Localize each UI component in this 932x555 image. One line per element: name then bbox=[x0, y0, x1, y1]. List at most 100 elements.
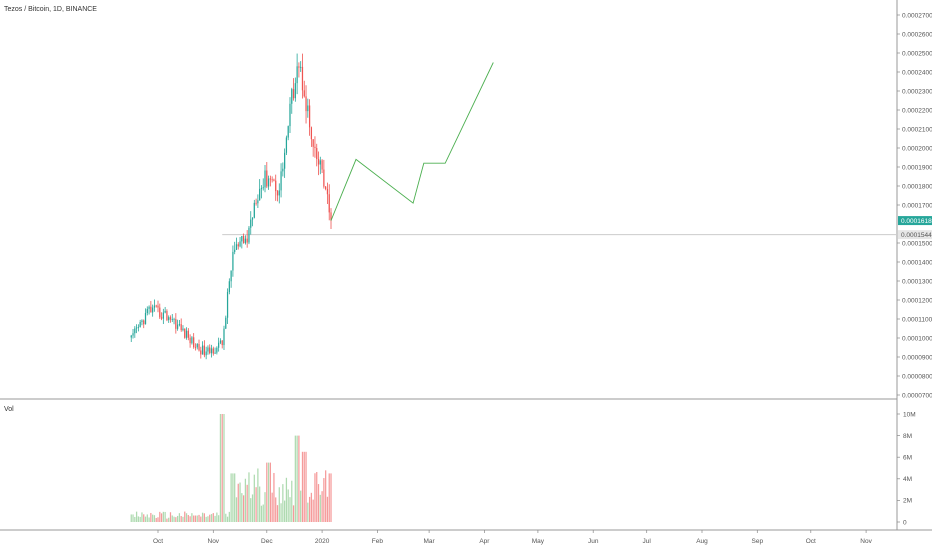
time-tick-label: Mar bbox=[424, 538, 436, 545]
volume-bar bbox=[250, 498, 252, 522]
candle-body bbox=[317, 158, 320, 165]
candle-body bbox=[303, 90, 305, 97]
grid-layer bbox=[0, 0, 932, 531]
candle-body bbox=[226, 291, 229, 318]
volume-bar bbox=[235, 497, 238, 522]
candle-body bbox=[232, 251, 234, 271]
volume-bar bbox=[187, 515, 189, 522]
volume-bar bbox=[144, 516, 147, 522]
volume-bar bbox=[171, 515, 173, 522]
volume-bar bbox=[178, 513, 181, 522]
volume-bar bbox=[241, 493, 243, 522]
volume-bar bbox=[150, 512, 152, 522]
time-tick-label: Apr bbox=[479, 538, 490, 545]
candle-body bbox=[316, 148, 318, 159]
volume-bar bbox=[200, 516, 202, 522]
volume-bar bbox=[267, 462, 270, 522]
volume-bar bbox=[308, 496, 311, 522]
volume-bar bbox=[135, 511, 138, 522]
volume-bar bbox=[228, 511, 230, 522]
candle-body bbox=[159, 307, 161, 318]
candle-body bbox=[294, 83, 296, 99]
volume-bar bbox=[226, 516, 229, 522]
volume-bar bbox=[184, 511, 186, 522]
candle-body bbox=[144, 312, 147, 325]
candle-body bbox=[155, 305, 157, 307]
volume-bar bbox=[275, 497, 277, 522]
candle-body bbox=[160, 317, 163, 319]
price-tick-label: 0.0000800 bbox=[902, 373, 932, 380]
candle-body bbox=[176, 324, 179, 329]
volume-tick-label: 0 bbox=[903, 519, 907, 526]
volume-bar bbox=[307, 502, 309, 522]
candle-body bbox=[201, 345, 204, 355]
candle-body bbox=[292, 89, 295, 99]
volume-bar bbox=[152, 514, 154, 522]
last-price-label: 0.0001618 bbox=[901, 218, 932, 225]
volume-bar bbox=[296, 435, 298, 522]
volume-bar bbox=[155, 517, 157, 522]
volume-bar bbox=[209, 514, 211, 522]
time-tick-label: Dec bbox=[261, 538, 273, 545]
candle-body bbox=[285, 137, 288, 153]
volume-bar bbox=[255, 487, 257, 522]
candle-body bbox=[273, 179, 275, 181]
projection-layer bbox=[330, 62, 494, 221]
price-tick-label: 0.0002200 bbox=[902, 107, 932, 114]
volume-bar bbox=[323, 478, 325, 522]
volume-bar bbox=[244, 478, 247, 522]
volume-bar bbox=[260, 505, 263, 522]
volume-bar bbox=[287, 489, 289, 522]
volume-bar bbox=[216, 512, 218, 522]
candle-body bbox=[289, 103, 291, 127]
chart-title: Tezos / Bitcoin, 1D, BINANCE bbox=[4, 6, 97, 13]
time-tick-label: Aug bbox=[696, 538, 708, 545]
volume-bar bbox=[146, 514, 148, 522]
candle-body bbox=[284, 152, 286, 169]
volume-bar bbox=[175, 517, 177, 522]
volume-bar bbox=[219, 414, 222, 522]
volume-bar bbox=[266, 462, 268, 522]
volume-bar bbox=[321, 491, 323, 522]
volume-bar bbox=[285, 477, 288, 522]
volume-bar bbox=[284, 500, 286, 522]
volume-bar bbox=[310, 492, 313, 522]
candle-body bbox=[328, 194, 330, 213]
price-tick-label: 0.0002000 bbox=[902, 145, 932, 152]
volume-bar bbox=[248, 472, 250, 522]
volume-bar bbox=[282, 484, 284, 522]
volume-bar bbox=[173, 516, 175, 522]
support-price-label-bg bbox=[898, 230, 932, 240]
volume-tick-label: 10M bbox=[903, 411, 916, 418]
candle-body bbox=[312, 139, 314, 147]
candle-body bbox=[228, 281, 230, 292]
candle-body bbox=[214, 352, 216, 354]
volume-bar bbox=[225, 513, 227, 522]
volume-bar bbox=[214, 515, 216, 522]
volume-bar bbox=[169, 512, 172, 522]
price-tick-label: 0.0001300 bbox=[902, 278, 932, 285]
candle-body bbox=[248, 227, 250, 243]
candle-body bbox=[152, 307, 154, 313]
candle-body bbox=[319, 160, 321, 165]
time-tick-label: 2020 bbox=[315, 538, 330, 545]
candle-body bbox=[135, 327, 138, 329]
volume-bar bbox=[301, 451, 304, 522]
candle-body bbox=[266, 170, 268, 187]
candle-body bbox=[221, 340, 223, 346]
volume-bar bbox=[182, 516, 184, 522]
candle-body bbox=[267, 178, 270, 187]
volume-bar bbox=[230, 473, 232, 522]
volume-bar bbox=[269, 462, 271, 522]
price-tick-label: 0.0002500 bbox=[902, 50, 932, 57]
candle-body bbox=[209, 347, 211, 354]
volume-bar bbox=[148, 517, 150, 522]
price-tick-label: 0.0001400 bbox=[902, 259, 932, 266]
candle-body bbox=[242, 235, 245, 244]
candle-body bbox=[164, 310, 166, 313]
volume-bar bbox=[130, 514, 132, 522]
volume-bar bbox=[303, 451, 305, 522]
